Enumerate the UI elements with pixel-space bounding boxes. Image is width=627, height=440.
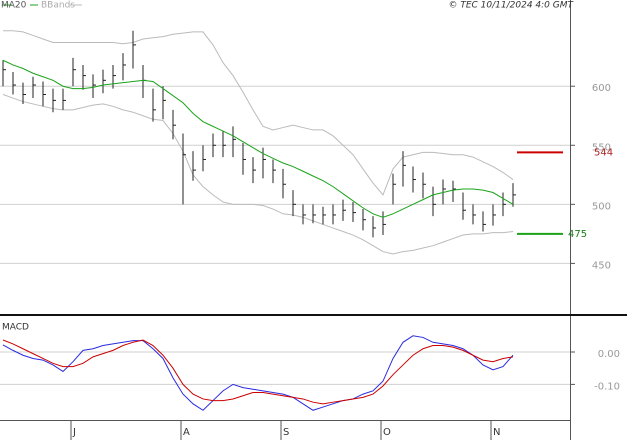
panel-title: MACD <box>2 323 29 333</box>
level-label: 475 <box>568 229 587 240</box>
legend-ma: MA20 <box>1 1 27 11</box>
level-label: 544 <box>594 147 613 158</box>
x-tick-label: A <box>183 427 190 438</box>
source: © TEC 10/11/2024 4:0 GMT <box>448 1 574 11</box>
x-tick-label: O <box>383 427 391 438</box>
x-tick-label: N <box>493 427 500 438</box>
y-tick-label: 0.00 <box>598 349 620 360</box>
y-tick-label: 500 <box>592 201 611 212</box>
indicator-line <box>2 339 514 405</box>
x-tick-label: S <box>283 427 289 438</box>
legend-bands: BBands <box>41 1 75 11</box>
y-tick-label: 600 <box>592 83 611 94</box>
indicator-line <box>2 335 514 411</box>
bollinger-band <box>3 30 514 196</box>
y-tick-label: -0.10 <box>594 381 620 392</box>
moving-average <box>2 59 514 218</box>
y-tick-label: 550 <box>592 142 611 153</box>
x-tick-label: J <box>72 427 76 438</box>
y-tick-label: 450 <box>592 260 611 271</box>
bollinger-band <box>2 94 514 255</box>
